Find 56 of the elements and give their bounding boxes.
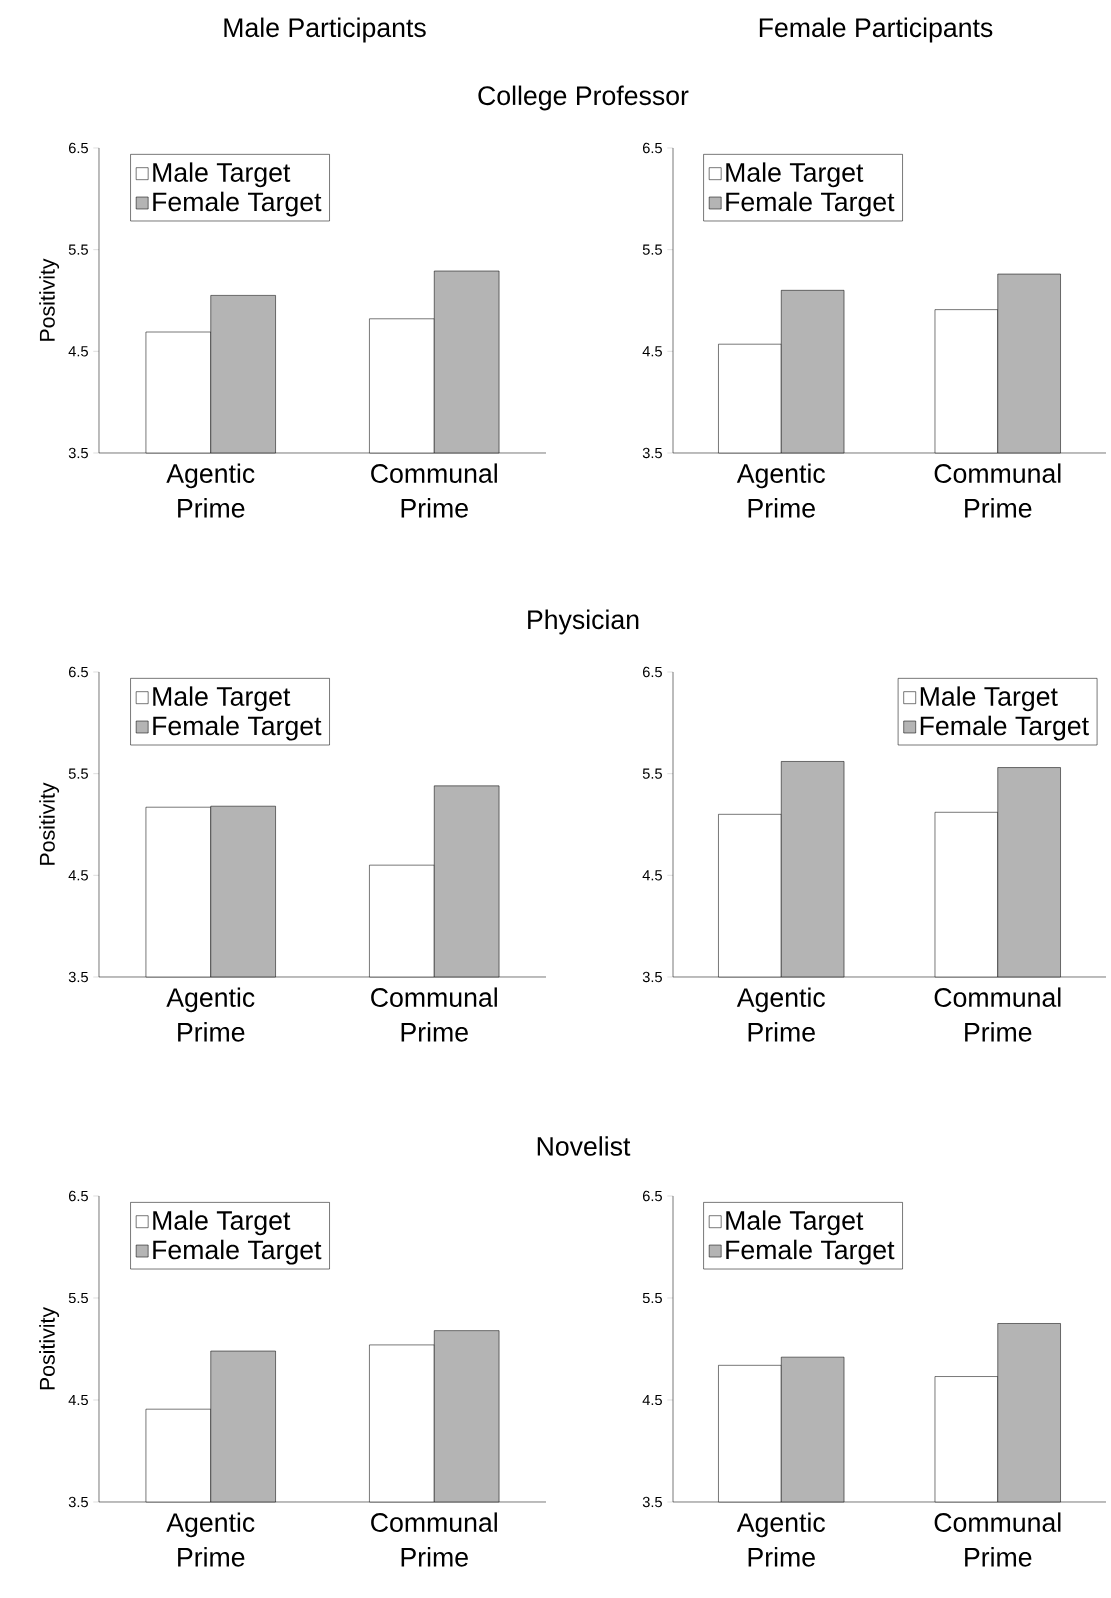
text: Novelist [537, 1136, 631, 1156]
chart-title: Male Participants [224, 17, 426, 43]
y-tick-label: 6.5 [68, 666, 88, 678]
y-tick-label: 4.5 [642, 346, 662, 357]
x-tick-label: Agentic Prime [166, 463, 255, 518]
y-tick-label: 3.5 [68, 971, 88, 983]
legend-label: Female Target [726, 191, 895, 217]
y-tick-label: 6.5 [68, 142, 88, 154]
legend-label: Female Target [920, 715, 1089, 741]
x-tick-label: Agentic Prime [736, 1512, 826, 1567]
y-tick-label: 3.5 [68, 1496, 88, 1508]
y-tick-label: 5.5 [642, 1292, 662, 1304]
text: Physician [528, 609, 639, 635]
x-tick-label: Communal Prime [934, 1512, 1061, 1567]
y-axis-title: Positivity [39, 258, 60, 341]
y-tick-label: 6.5 [68, 1190, 88, 1202]
legend-label: Male Target [153, 1210, 291, 1236]
y-tick-label: 5.5 [68, 1292, 88, 1304]
legend-label: Female Target [153, 715, 322, 741]
legend-label: Male Target [920, 686, 1058, 712]
text: College Professor [478, 85, 689, 111]
y-tick-label: 4.5 [68, 1394, 88, 1406]
y-tick-label: 6.5 [642, 666, 662, 678]
x-tick-label: Agentic Prime [736, 463, 826, 518]
x-tick-label: Communal Prime [371, 1512, 497, 1567]
y-tick-label: 5.5 [642, 768, 662, 779]
y-tick-label: 5.5 [68, 244, 88, 255]
y-tick-label: 4.5 [68, 346, 88, 357]
y-tick-label: 5.5 [642, 244, 662, 255]
legend-label: Male Target [726, 162, 864, 188]
x-tick-label: Communal Prime [934, 987, 1061, 1042]
legend-label: Male Target [153, 686, 291, 712]
y-tick-label: 4.5 [642, 870, 662, 881]
x-tick-label: Communal Prime [371, 987, 497, 1042]
y-tick-label: 3.5 [642, 1496, 662, 1508]
y-tick-label: 3.5 [642, 447, 662, 459]
y-tick-label: 3.5 [642, 971, 662, 983]
x-tick-label: Agentic Prime [166, 987, 255, 1042]
y-axis-title: Positivity [39, 782, 60, 865]
legend-label: Male Target [726, 1210, 864, 1236]
x-tick-label: Agentic Prime [166, 1512, 255, 1567]
legend-label: Male Target [153, 162, 291, 188]
y-tick-label: 3.5 [68, 447, 88, 459]
legend-label: Female Target [153, 191, 322, 217]
x-tick-label: Communal Prime [371, 463, 497, 518]
y-tick-label: 4.5 [642, 1394, 662, 1406]
y-tick-label: 6.5 [642, 142, 662, 154]
x-tick-label: Agentic Prime [736, 987, 826, 1042]
x-tick-label: Communal Prime [934, 463, 1061, 518]
chart-title: Female Participants [759, 17, 993, 43]
y-axis-title: Positivity [39, 1306, 60, 1390]
legend-label: Female Target [153, 1239, 322, 1265]
y-tick-label: 6.5 [642, 1190, 662, 1202]
y-tick-label: 5.5 [68, 768, 88, 779]
y-tick-label: 4.5 [68, 870, 88, 881]
legend-label: Female Target [726, 1239, 895, 1265]
